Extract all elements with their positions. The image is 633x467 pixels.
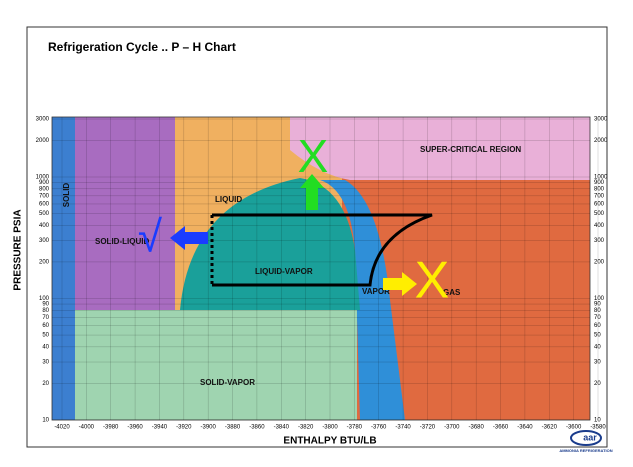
x-tick-label: -3920: [176, 425, 192, 431]
region-label: VAPOR: [362, 287, 390, 296]
y-tick-label: 40: [42, 344, 49, 350]
x-tick-label: -3900: [201, 425, 217, 431]
x-tick-label: -3940: [152, 425, 168, 431]
x-tick-label: -4000: [79, 425, 95, 431]
chart-image: [51, 116, 591, 421]
x-tick-label: -3580: [590, 425, 606, 431]
y-tick-label: 600: [594, 202, 605, 208]
logo-badge: [570, 430, 602, 446]
region-solid: [52, 117, 75, 420]
region-supercritical: [290, 117, 590, 180]
x-tick-label: -3600: [566, 425, 582, 431]
region-solid-liquid: [75, 117, 175, 310]
x-tick-label: -3680: [469, 425, 485, 431]
logo-caption: AMMONIA REFRIGERATION: [559, 448, 612, 453]
region-label: SOLID-LIQUID: [95, 237, 149, 246]
y-tick-label: 20: [42, 381, 49, 387]
x-tick-label: -3820: [298, 425, 314, 431]
y-tick-label: 1000: [36, 175, 50, 181]
y-tick-label: 1000: [594, 175, 608, 181]
y-tick-label: 2000: [36, 138, 50, 144]
x-tick-label: -3740: [395, 425, 411, 431]
arrow-up: [300, 174, 324, 210]
logo: aar AMMONIA REFRIGERATION: [559, 430, 613, 453]
y-tick-label: 40: [594, 344, 601, 350]
cycle-line: [212, 213, 433, 287]
y-tick-label: 10: [594, 418, 601, 424]
y-tick-label: 80: [594, 308, 601, 314]
cycle: [210, 213, 433, 287]
region-dome: [180, 178, 360, 310]
y-tick-label: 30: [594, 360, 601, 366]
y-tick-label: 80: [42, 308, 49, 314]
y-tick-label: 600: [39, 202, 50, 208]
y-tick-label: 200: [594, 260, 605, 266]
region-solid-vapor: [52, 310, 357, 420]
y-tick-label: 90: [42, 302, 49, 308]
x-tick-label: -3800: [322, 425, 338, 431]
x-tick-label: -3840: [274, 425, 290, 431]
x-tick-label: -3860: [249, 425, 265, 431]
cross-mark: X: [415, 252, 450, 310]
x-tick-label: -3720: [420, 425, 436, 431]
y-tick-label: 200: [39, 260, 50, 266]
y-tick-label: 300: [39, 238, 50, 244]
check-mark: √: [138, 213, 163, 262]
y-tick-label: 100: [39, 296, 50, 302]
y-tick-label: 500: [594, 211, 605, 217]
y-tick-label: 50: [42, 333, 49, 339]
slide-title: Refrigeration Cycle .. P – H Chart: [48, 40, 236, 54]
cross-mark: X: [298, 130, 329, 182]
y-tick-label: 400: [39, 223, 50, 229]
y-tick-label: 60: [594, 323, 601, 329]
region-label: SOLID-VAPOR: [200, 378, 255, 387]
y-tick-label: 70: [42, 315, 49, 321]
x-tick-label: -3700: [444, 425, 460, 431]
x-tick-label: -3980: [103, 425, 119, 431]
x-tick-label: -3880: [225, 425, 241, 431]
x-tick-label: -3780: [347, 425, 363, 431]
y-tick-label: 400: [594, 223, 605, 229]
y-tick-label: 70: [594, 315, 601, 321]
x-tick-label: -3760: [371, 425, 387, 431]
chart-border: [51, 116, 591, 421]
y-tick-label: 20: [594, 381, 601, 387]
region-label: LIQUID-VAPOR: [255, 267, 313, 276]
region-label: GAS: [443, 288, 461, 297]
arrow-left: [170, 226, 208, 250]
y-tick-label: 800: [39, 186, 50, 192]
arrow-right: [383, 272, 417, 296]
y-tick-label: 900: [39, 180, 50, 186]
y-tick-label: 60: [42, 323, 49, 329]
y-tick-label: 50: [594, 333, 601, 339]
y-tick-label: 700: [594, 193, 605, 199]
logo-name: aar: [583, 432, 597, 442]
y-tick-label: 2000: [594, 138, 608, 144]
region-label: SUPER-CRITICAL REGION: [420, 145, 521, 154]
y-tick-label: 3000: [594, 117, 608, 123]
y-tick-label: 90: [594, 302, 601, 308]
y-axis-label: PRESSURE PSIA: [13, 209, 24, 290]
region-label: SOLID: [62, 183, 71, 208]
y-tick-label: 700: [39, 193, 50, 199]
region-label: LIQUID: [215, 195, 242, 204]
y-tick-label: 800: [594, 186, 605, 192]
x-tick-label: -3620: [542, 425, 558, 431]
y-tick-label: 30: [42, 360, 49, 366]
y-tick-label: 900: [594, 180, 605, 186]
x-tick-label: -3960: [127, 425, 143, 431]
y-tick-label: 100: [594, 296, 605, 302]
y-tick-label: 300: [594, 238, 605, 244]
y-tick-label: 10: [42, 418, 49, 424]
y-tick-label: 500: [39, 211, 50, 217]
region-vapor: [320, 180, 405, 420]
x-tick-label: -3640: [517, 425, 533, 431]
x-tick-label: -3660: [493, 425, 509, 431]
x-tick-label: -4020: [54, 425, 70, 431]
y-tick-label: 3000: [36, 117, 50, 123]
x-axis-label: ENTHALPY BTU/LB: [283, 436, 376, 447]
